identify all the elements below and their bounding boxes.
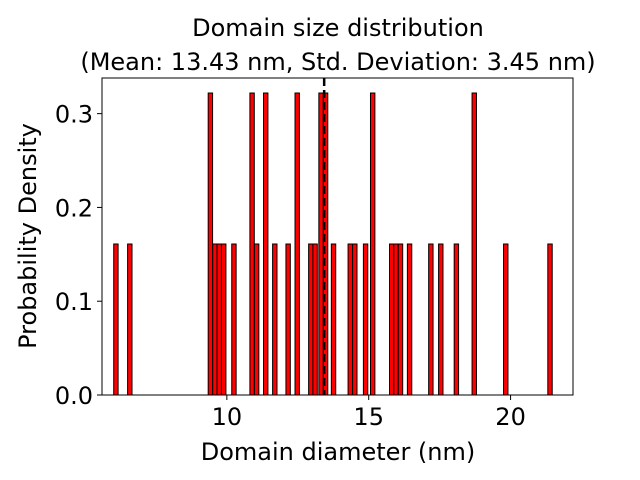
x-tick-label-0: 10 <box>212 403 243 431</box>
histogram-bar-3 <box>212 243 218 396</box>
histogram-bar-25 <box>406 243 413 396</box>
histogram-bar-28 <box>453 243 460 396</box>
histogram-bar-13 <box>308 243 314 396</box>
histogram-bar-24 <box>397 243 404 396</box>
histogram-bar-1 <box>127 243 133 396</box>
histogram-bar-12 <box>294 92 300 396</box>
histogram-bar-26 <box>428 243 434 396</box>
histogram-bars <box>113 92 553 396</box>
histogram-bar-7 <box>249 92 255 396</box>
histogram-bar-19 <box>352 243 358 396</box>
histogram-bar-6 <box>231 243 237 396</box>
x-tick-label-1: 15 <box>353 403 384 431</box>
y-tick-label-3: 0.3 <box>55 101 93 129</box>
histogram-bar-22 <box>388 243 395 396</box>
histogram-bar-4 <box>216 243 222 396</box>
histogram-bar-5 <box>221 243 227 396</box>
y-tick-label-0: 0.0 <box>55 382 93 410</box>
histogram-bar-27 <box>438 243 444 396</box>
histogram-bar-21 <box>369 92 376 396</box>
x-axis-ticks: 10 15 20 <box>212 395 526 431</box>
histogram-bar-14 <box>312 243 318 396</box>
y-axis-label: Probability Density <box>14 123 42 349</box>
y-tick-label-1: 0.1 <box>55 288 93 316</box>
histogram-bar-15 <box>318 92 324 396</box>
histogram-bar-0 <box>113 243 119 396</box>
plot-frame <box>101 77 574 396</box>
chart-title-line2: (Mean: 13.43 nm, Std. Deviation: 3.45 nm… <box>80 48 595 76</box>
histogram-bar-29 <box>471 92 477 396</box>
x-tick-label-2: 20 <box>495 403 526 431</box>
histogram-bar-17 <box>330 243 337 396</box>
histogram-bar-20 <box>362 243 369 396</box>
x-axis-label: Domain diameter (nm) <box>201 438 476 466</box>
histogram-bar-8 <box>253 243 260 396</box>
histogram-bar-10 <box>272 243 278 396</box>
histogram-bar-30 <box>503 243 509 396</box>
y-tick-label-2: 0.2 <box>55 194 93 222</box>
histogram-bar-2 <box>207 92 214 396</box>
y-axis-ticks: 0.0 0.1 0.2 0.3 <box>55 101 102 410</box>
histogram-bar-9 <box>263 92 269 396</box>
histogram-bar-18 <box>347 243 353 396</box>
histogram-bar-11 <box>285 243 291 396</box>
histogram-bar-31 <box>547 243 553 396</box>
histogram-bar-23 <box>393 243 399 396</box>
chart-title-line1: Domain size distribution <box>192 14 484 42</box>
